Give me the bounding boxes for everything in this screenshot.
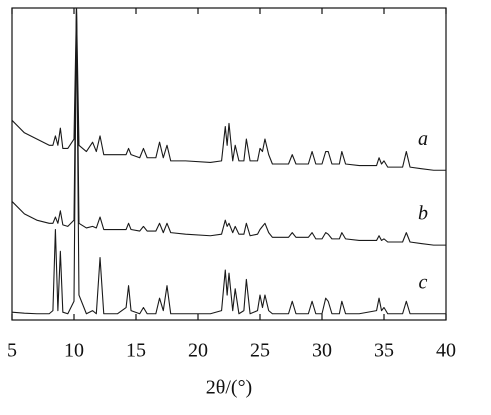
x-tick-label: 40 — [436, 340, 456, 362]
data-line — [12, 8, 446, 315]
x-tick-label: 25 — [250, 340, 270, 362]
plot-frame — [11, 7, 447, 321]
x-tick-label: 5 — [7, 340, 17, 362]
x-axis-label: 2θ/(°) — [206, 377, 252, 399]
series-label: b — [418, 203, 428, 225]
x-tick-label: 35 — [374, 340, 394, 362]
data-line — [12, 8, 446, 171]
plot-area — [12, 8, 446, 315]
x-tick-label: 30 — [312, 340, 332, 362]
x-tick-label: 15 — [126, 340, 146, 362]
data-line — [12, 8, 446, 246]
x-tick-label: 20 — [188, 340, 208, 362]
x-tick-label: 10 — [64, 340, 84, 362]
series-label: a — [418, 128, 428, 150]
series-label: c — [419, 271, 428, 293]
